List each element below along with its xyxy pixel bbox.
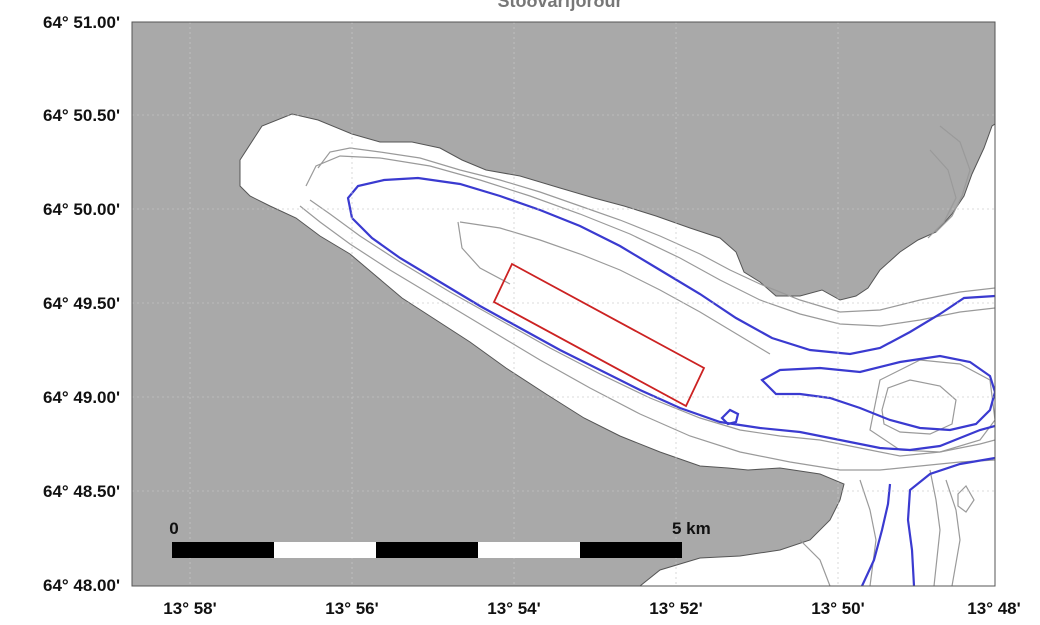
scale-bar: 0 5 km: [169, 519, 711, 558]
lon-label: 13° 56': [325, 599, 378, 618]
lon-label: 13° 52': [649, 599, 702, 618]
lon-label: 13° 58': [163, 599, 216, 618]
lat-label: 64° 49.00': [43, 388, 120, 407]
map-title: Stöðvarfjörður: [497, 0, 622, 11]
scale-bar-segment: [580, 542, 682, 558]
fjord-water: [239, 113, 995, 586]
scale-bar-end-label: 5 km: [672, 519, 711, 538]
lat-label: 64° 51.00': [43, 13, 120, 32]
lat-lon-grid: [132, 22, 995, 586]
scale-bar-segment: [478, 542, 580, 558]
lat-label: 64° 50.00': [43, 200, 120, 219]
lat-label: 64° 48.00': [43, 576, 120, 595]
lat-label: 64° 50.50': [43, 106, 120, 125]
scale-bar-segment: [274, 542, 376, 558]
longitude-labels: 13° 58' 13° 56' 13° 54' 13° 52' 13° 50' …: [163, 599, 1020, 618]
map-frame: [131, 21, 996, 587]
latitude-labels: 64° 51.00' 64° 50.50' 64° 50.00' 64° 49.…: [43, 13, 120, 595]
depth-contours-bold: [346, 176, 995, 586]
lon-label: 13° 48': [967, 599, 1020, 618]
scale-bar-start-label: 0: [169, 519, 178, 538]
lon-label: 13° 54': [487, 599, 540, 618]
scale-bar-segment: [172, 542, 274, 558]
study-area-rectangle: [492, 262, 706, 408]
scale-bar-segment: [376, 542, 478, 558]
lat-label: 64° 49.50': [43, 294, 120, 313]
lon-label: 13° 50': [811, 599, 864, 618]
lat-label: 64° 48.50': [43, 482, 120, 501]
